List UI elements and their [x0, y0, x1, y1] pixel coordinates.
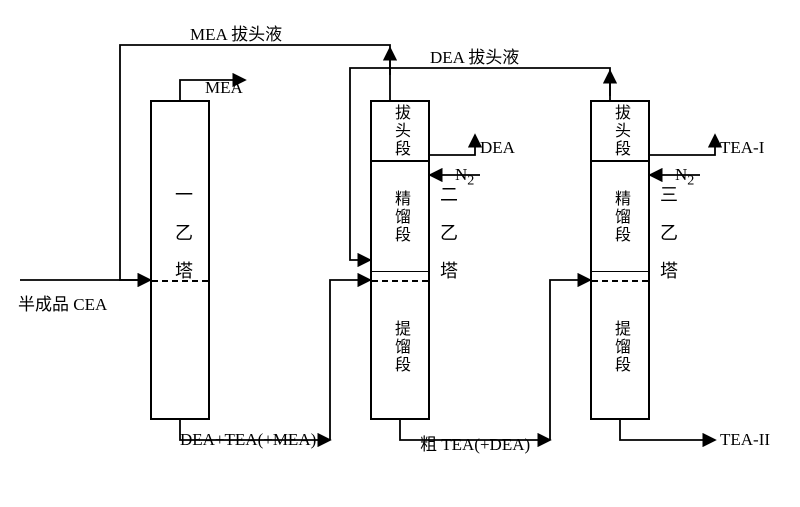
col3-strip-section: 提馏段	[592, 272, 648, 422]
col1-name: 一乙塔	[170, 185, 196, 299]
column-2: 拔头段 精馏段 提馏段	[370, 100, 430, 420]
col2-name: 二乙塔	[435, 185, 461, 299]
mea-overhead-label: MEA 拔头液	[190, 20, 282, 45]
col3-feed-dash	[592, 280, 648, 282]
col3-topping-section: 拔头段	[592, 102, 648, 162]
n2-col3-label: N2	[675, 165, 694, 189]
col2-bottom-label: 粗 TEA(+DEA)	[420, 430, 530, 455]
col3-rectify-section: 精馏段	[592, 162, 648, 272]
mea-out-label: MEA	[205, 78, 243, 98]
n2-col2-label: N2	[455, 165, 474, 189]
dea-overhead-label: DEA 拔头液	[430, 43, 519, 68]
col1-bottom-label: DEA+TEA(+MEA)	[180, 430, 316, 450]
col2-topping-section: 拔头段	[372, 102, 428, 162]
feed-label: 半成品 CEA	[18, 290, 107, 315]
tea1-out-label: TEA-I	[720, 138, 764, 158]
column-3: 拔头段 精馏段 提馏段	[590, 100, 650, 420]
tea2-out-label: TEA-II	[720, 430, 770, 450]
dea-out-label: DEA	[480, 138, 515, 158]
col2-feed-dash	[372, 280, 428, 282]
col2-strip-section: 提馏段	[372, 272, 428, 422]
col3-name: 三乙塔	[655, 185, 681, 299]
col2-rectify-section: 精馏段	[372, 162, 428, 272]
